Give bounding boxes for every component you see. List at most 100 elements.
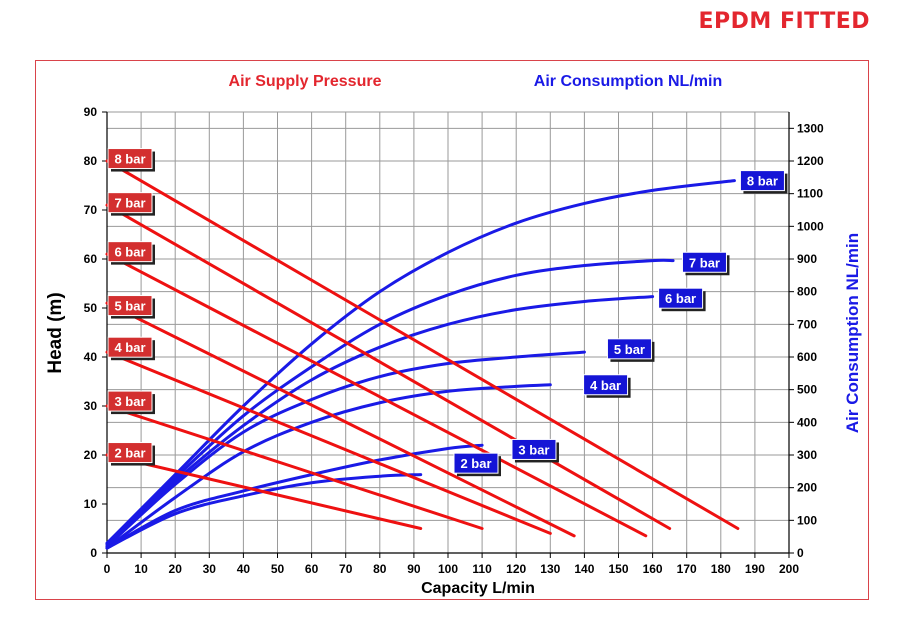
x-tick-label: 120 — [506, 562, 526, 576]
badge-box — [107, 148, 153, 170]
y2-tick-label: 900 — [797, 252, 817, 266]
y2-tick-label: 1100 — [797, 187, 823, 201]
badge-box — [658, 287, 704, 309]
y2-tick-label: 100 — [797, 513, 817, 527]
pressure-line-4-bar — [105, 350, 552, 535]
badge-label: 6 bar — [114, 245, 145, 260]
y-tick-label: 0 — [90, 546, 97, 560]
consumption-badge-2-bar: 2 bar — [453, 452, 501, 477]
y-tick-label: 30 — [84, 399, 98, 413]
x-tick-label: 190 — [745, 562, 765, 576]
badge-box — [107, 192, 153, 214]
pressure-badge-3-bar: 3 bar — [107, 390, 155, 415]
axes: 0 10 20 30 40 50 60 70 80 90 100 110 120 130 140 150 160… — [84, 105, 824, 576]
y2-tick-label: 1200 — [797, 154, 824, 168]
y2-tick-label: 200 — [797, 481, 817, 495]
pressure-line-5-bar — [105, 301, 576, 538]
badge-label: 7 bar — [689, 255, 720, 270]
consumption-line-7-bar — [105, 258, 675, 545]
consumption-line-8-bar — [105, 179, 736, 545]
badge-box — [583, 374, 629, 396]
badge-label: 3 bar — [518, 442, 549, 457]
consumption-line-6-bar — [105, 295, 655, 547]
x-tick-label: 30 — [203, 562, 217, 576]
x-axis-label: Capacity L/min — [421, 580, 535, 597]
pressure-line-3-bar — [105, 404, 484, 530]
pressure-line-8-bar — [105, 159, 740, 530]
badge-label: 8 bar — [747, 174, 778, 189]
series — [105, 159, 740, 550]
x-tick-label: 200 — [779, 562, 799, 576]
badge-box — [107, 295, 153, 317]
x-tick-label: 0 — [104, 562, 111, 576]
chart-frame — [35, 60, 869, 600]
y2-tick-label: 300 — [797, 448, 817, 462]
consumption-badge-8-bar: 8 bar — [739, 170, 788, 194]
y-tick-label: 80 — [84, 154, 98, 168]
badge-box — [107, 241, 153, 263]
y2-axis-label: Air Consumption NL/min — [843, 233, 862, 433]
x-tick-label: 140 — [574, 562, 594, 576]
x-tick-label: 70 — [339, 562, 353, 576]
y2-tick-label: 1000 — [797, 219, 824, 233]
x-tick-label: 160 — [643, 562, 663, 576]
badge-label: 7 bar — [114, 196, 145, 211]
x-tick-label: 110 — [472, 562, 492, 576]
x-tick-label: 90 — [407, 562, 421, 576]
badge-label: 3 bar — [114, 394, 145, 409]
badge-box — [511, 438, 557, 460]
x-tick-label: 40 — [237, 562, 251, 576]
y2-tick-label: 700 — [797, 317, 817, 331]
x-tick-label: 130 — [540, 562, 560, 576]
pressure-badge-5-bar: 5 bar — [107, 295, 155, 319]
x-tick-label: 150 — [608, 562, 628, 576]
grid — [106, 111, 790, 554]
badge-box — [107, 442, 153, 464]
x-tick-label: 20 — [169, 562, 183, 576]
badge-box — [453, 452, 499, 474]
y-tick-label: 40 — [84, 350, 98, 364]
consumption-badge-7-bar: 7 bar — [681, 251, 730, 276]
pressure-line-7-bar — [105, 203, 672, 530]
y2-tick-label: 800 — [797, 285, 817, 299]
badge-box — [606, 338, 652, 360]
consumption-badge-3-bar: 3 bar — [511, 438, 559, 463]
badge-label: 4 bar — [590, 378, 621, 393]
pressure-badge-8-bar: 8 bar — [107, 148, 155, 172]
y-tick-label: 70 — [84, 203, 98, 217]
badge-label: 6 bar — [665, 291, 696, 306]
badge-box — [107, 390, 153, 412]
consumption-badge-4-bar: 4 bar — [583, 374, 631, 398]
x-tick-label: 180 — [711, 562, 731, 576]
badge-label: 2 bar — [460, 456, 491, 471]
pressure-line-6-bar — [105, 252, 648, 538]
badge-label: 5 bar — [614, 342, 645, 357]
pressure-title: Air Supply Pressure — [229, 73, 382, 90]
badge-label: 5 bar — [114, 299, 145, 314]
pressure-badge-4-bar: 4 bar — [107, 336, 155, 361]
y-tick-label: 60 — [84, 252, 98, 266]
pressure-badge-2-bar: 2 bar — [107, 442, 155, 466]
y-tick-label: 10 — [84, 497, 98, 511]
badges: 8 bar 7 bar 6 bar 5 bar 4 bar 3 bar 2 bar 8 bar… — [107, 148, 788, 477]
x-tick-label: 50 — [271, 562, 285, 576]
consumption-title: Air Consumption NL/min — [534, 73, 722, 90]
badge-box — [739, 170, 785, 192]
badge-label: 4 bar — [114, 340, 145, 355]
y2-tick-label: 1300 — [797, 121, 824, 135]
consumption-line-5-bar — [105, 350, 586, 548]
y2-tick-label: 0 — [797, 546, 804, 560]
x-tick-label: 100 — [438, 562, 458, 576]
y-tick-label: 90 — [84, 105, 98, 119]
badge-label: 8 bar — [114, 152, 145, 167]
x-tick-label: 80 — [373, 562, 387, 576]
badge-box — [681, 251, 727, 273]
badge-box — [107, 336, 153, 358]
x-tick-label: 10 — [134, 562, 148, 576]
consumption-badge-6-bar: 6 bar — [658, 287, 706, 312]
consumption-line-2-bar — [105, 473, 423, 550]
y2-tick-label: 600 — [797, 350, 817, 364]
y-tick-label: 50 — [84, 301, 98, 315]
y2-tick-label: 500 — [797, 383, 817, 397]
